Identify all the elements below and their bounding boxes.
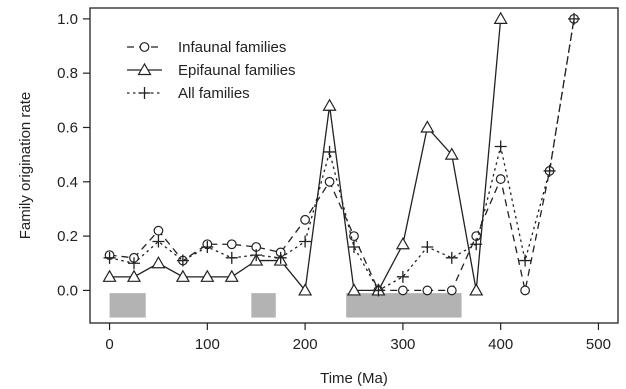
data-point bbox=[298, 283, 313, 296]
data-point bbox=[226, 239, 237, 250]
x-tick-label: 200 bbox=[293, 336, 318, 353]
data-point bbox=[102, 269, 117, 282]
data-point bbox=[446, 285, 457, 296]
data-point bbox=[200, 269, 215, 282]
axes: 0 100 200 300 400 500 0.0 0.2 0.4 0.6 0.8 1.0 bbox=[57, 11, 611, 353]
data-point bbox=[543, 164, 556, 177]
legend-entry: Epifaunal families bbox=[127, 62, 296, 79]
y-tick-label: 1.0 bbox=[57, 11, 78, 28]
data-point bbox=[128, 257, 140, 270]
data-point bbox=[300, 214, 311, 225]
data-point bbox=[396, 270, 409, 283]
series-line bbox=[109, 18, 575, 292]
shaded-interval bbox=[109, 293, 146, 318]
legend-entry: All families bbox=[127, 85, 250, 102]
legend: Infaunal families Epifaunal families All f… bbox=[127, 39, 296, 102]
legend-label: Epifaunal families bbox=[178, 62, 296, 79]
data-point bbox=[520, 285, 531, 296]
x-tick-label: 100 bbox=[195, 336, 220, 353]
plot-frame bbox=[89, 7, 619, 324]
data-point bbox=[493, 11, 508, 24]
data-point bbox=[322, 98, 337, 111]
data-point bbox=[445, 251, 458, 264]
data-point bbox=[152, 235, 165, 248]
data-point bbox=[494, 140, 507, 153]
data-point bbox=[299, 235, 312, 248]
shaded-interval bbox=[346, 293, 462, 318]
data-point bbox=[153, 225, 164, 236]
y-tick-label: 0.4 bbox=[57, 174, 78, 191]
y-tick-label: 0.2 bbox=[57, 228, 78, 245]
series-circle bbox=[104, 13, 579, 296]
series-line bbox=[109, 18, 502, 292]
x-tick-label: 0 bbox=[105, 336, 113, 353]
data-point bbox=[349, 231, 359, 242]
data-point bbox=[495, 174, 506, 184]
legend-marker bbox=[139, 42, 150, 52]
legend-entry: Infaunal families bbox=[127, 39, 286, 56]
series-line bbox=[109, 18, 575, 292]
data-point bbox=[397, 285, 408, 296]
x-tick-label: 400 bbox=[488, 336, 513, 353]
data-point bbox=[422, 285, 433, 296]
legend-marker bbox=[138, 87, 151, 99]
y-tick-label: 0.8 bbox=[57, 65, 78, 82]
x-tick-label: 500 bbox=[586, 336, 611, 353]
shaded-intervals bbox=[109, 293, 462, 318]
y-tick-label: 0.0 bbox=[57, 282, 78, 299]
legend-label: Infaunal families bbox=[178, 39, 286, 56]
legend-marker bbox=[137, 62, 152, 76]
data-point bbox=[225, 251, 238, 264]
legend-label: All families bbox=[178, 85, 250, 102]
data-point bbox=[201, 240, 214, 253]
data-point bbox=[126, 269, 142, 282]
series-layer bbox=[102, 11, 580, 297]
data-point bbox=[324, 176, 335, 187]
x-axis-title: Time (Ma) bbox=[320, 370, 388, 387]
y-tick-label: 0.6 bbox=[57, 119, 78, 136]
shaded-interval bbox=[251, 293, 276, 318]
data-point bbox=[175, 269, 190, 282]
data-point bbox=[346, 283, 362, 296]
data-point bbox=[395, 237, 410, 250]
data-point bbox=[274, 251, 287, 264]
data-point bbox=[421, 240, 434, 253]
data-point bbox=[151, 256, 166, 269]
series-plus bbox=[103, 12, 580, 297]
data-point bbox=[323, 145, 336, 158]
data-point bbox=[469, 283, 484, 296]
data-point bbox=[444, 147, 459, 160]
data-point bbox=[470, 238, 483, 251]
data-point bbox=[224, 269, 239, 282]
data-point bbox=[250, 249, 263, 262]
series-triangle bbox=[102, 11, 508, 296]
data-point bbox=[348, 240, 360, 253]
data-point bbox=[568, 12, 580, 25]
data-point bbox=[176, 254, 189, 267]
data-point bbox=[519, 254, 532, 267]
data-point bbox=[420, 120, 435, 133]
y-axis-title: Family origination rate bbox=[17, 92, 34, 240]
data-point bbox=[372, 284, 385, 297]
x-tick-label: 300 bbox=[390, 336, 415, 353]
data-point bbox=[103, 251, 116, 264]
